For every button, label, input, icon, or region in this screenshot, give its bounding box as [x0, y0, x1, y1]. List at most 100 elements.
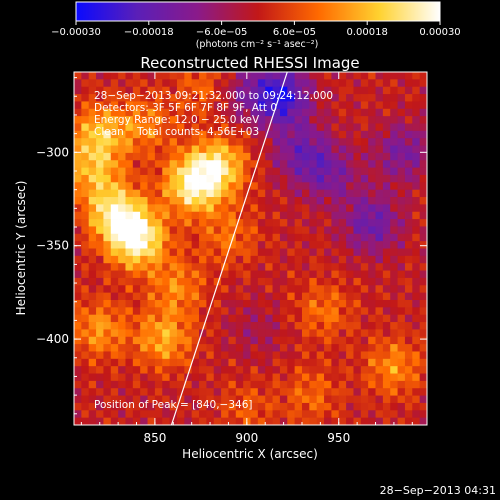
heatmap-cell	[353, 263, 362, 271]
heatmap-cell	[324, 263, 332, 271]
heatmap-cell	[74, 167, 82, 176]
heatmap-cell	[103, 351, 112, 360]
heatmap-cell	[191, 219, 200, 227]
heatmap-cell	[132, 255, 141, 264]
heatmap-cell	[397, 285, 406, 294]
heatmap-cell	[309, 145, 318, 154]
heatmap-cell	[132, 145, 141, 154]
heatmap-cell	[287, 116, 296, 124]
heatmap-cell	[250, 336, 259, 345]
heatmap-cell	[419, 241, 427, 249]
heatmap-cell	[147, 197, 156, 205]
heatmap-cell	[390, 123, 398, 132]
heatmap-cell	[353, 72, 362, 80]
heatmap-cell	[346, 248, 354, 257]
heatmap-cell	[228, 145, 237, 154]
heatmap-cell	[287, 94, 296, 102]
heatmap-cell	[235, 241, 244, 249]
heatmap-cell	[294, 189, 303, 198]
heatmap-cell	[140, 270, 148, 279]
heatmap-cell	[375, 417, 384, 425]
heatmap-cell	[368, 72, 376, 80]
heatmap-cell	[235, 101, 244, 110]
heatmap-cell	[74, 410, 82, 419]
heatmap-cell	[375, 388, 384, 396]
heatmap-cell	[110, 277, 119, 286]
heatmap-cell	[103, 336, 112, 345]
heatmap-cell	[287, 307, 296, 316]
colorbar-tick-label: 0.00030	[419, 27, 460, 38]
heatmap-cell	[147, 167, 156, 176]
heatmap-cell	[287, 344, 296, 352]
heatmap-cell	[81, 329, 90, 338]
heatmap-cell	[346, 189, 354, 198]
heatmap-cell	[257, 160, 266, 168]
heatmap-cell	[206, 292, 215, 301]
heatmap-cell	[147, 277, 156, 286]
heatmap-cell	[279, 402, 288, 411]
heatmap-cell	[228, 160, 237, 168]
heatmap-cell	[419, 380, 427, 389]
heatmap-cell	[132, 79, 141, 88]
heatmap-cell	[404, 86, 413, 95]
heatmap-cell	[390, 86, 398, 95]
heatmap-cell	[169, 395, 178, 404]
heatmap-cell	[324, 174, 332, 183]
heatmap-cell	[243, 86, 251, 95]
solar-limb-line	[170, 72, 288, 425]
heatmap-cell	[110, 174, 119, 183]
heatmap-cell	[390, 395, 398, 404]
heatmap-cell	[309, 322, 318, 330]
heatmap-cell	[287, 395, 296, 404]
heatmap-cell	[199, 182, 207, 191]
heatmap-cell	[353, 299, 362, 308]
heatmap-cell	[74, 248, 82, 257]
heatmap-cell	[309, 138, 318, 146]
heatmap-cell	[221, 351, 229, 360]
heatmap-cell	[176, 138, 185, 146]
heatmap-cell	[184, 211, 193, 220]
heatmap-cell	[412, 116, 421, 124]
heatmap-cell	[368, 130, 376, 139]
heatmap-cell	[206, 116, 215, 124]
heatmap-cell	[81, 395, 90, 404]
heatmap-cell	[412, 233, 421, 242]
heatmap-cell	[397, 204, 406, 213]
heatmap-cell	[301, 145, 310, 154]
heatmap-cell	[390, 322, 398, 330]
heatmap-cell	[191, 116, 200, 124]
heatmap-cell	[412, 182, 421, 191]
heatmap-cell	[419, 395, 427, 404]
heatmap-cell	[235, 299, 244, 308]
heatmap-cell	[199, 197, 207, 205]
heatmap-cell	[301, 123, 310, 132]
heatmap-cell	[265, 285, 273, 294]
heatmap-cell	[74, 204, 82, 213]
heatmap-cell	[382, 152, 391, 161]
heatmap-cell	[294, 402, 303, 411]
heatmap-cell	[324, 373, 332, 382]
heatmap-cell	[213, 270, 222, 279]
heatmap-cell	[184, 248, 193, 257]
heatmap-cell	[250, 366, 259, 374]
heatmap-cell	[176, 395, 185, 404]
heatmap-cell	[88, 329, 97, 338]
heatmap-cell	[228, 101, 237, 110]
heatmap-cell	[213, 299, 222, 308]
heatmap-cell	[199, 130, 207, 139]
heatmap-cell	[250, 130, 259, 139]
heatmap-cell	[103, 241, 112, 249]
heatmap-cell	[331, 402, 340, 411]
heatmap-cell	[154, 226, 163, 235]
heatmap-cell	[176, 211, 185, 220]
heatmap-cell	[103, 277, 112, 286]
heatmap-cell	[206, 373, 215, 382]
heatmap-cell	[154, 108, 163, 117]
heatmap-cell	[382, 123, 391, 132]
heatmap-cell	[81, 182, 90, 191]
heatmap-cell	[162, 86, 170, 95]
heatmap-cell	[360, 299, 369, 308]
heatmap-cell	[184, 189, 193, 198]
heatmap-cell	[199, 358, 207, 367]
heatmap-cell	[243, 388, 251, 396]
